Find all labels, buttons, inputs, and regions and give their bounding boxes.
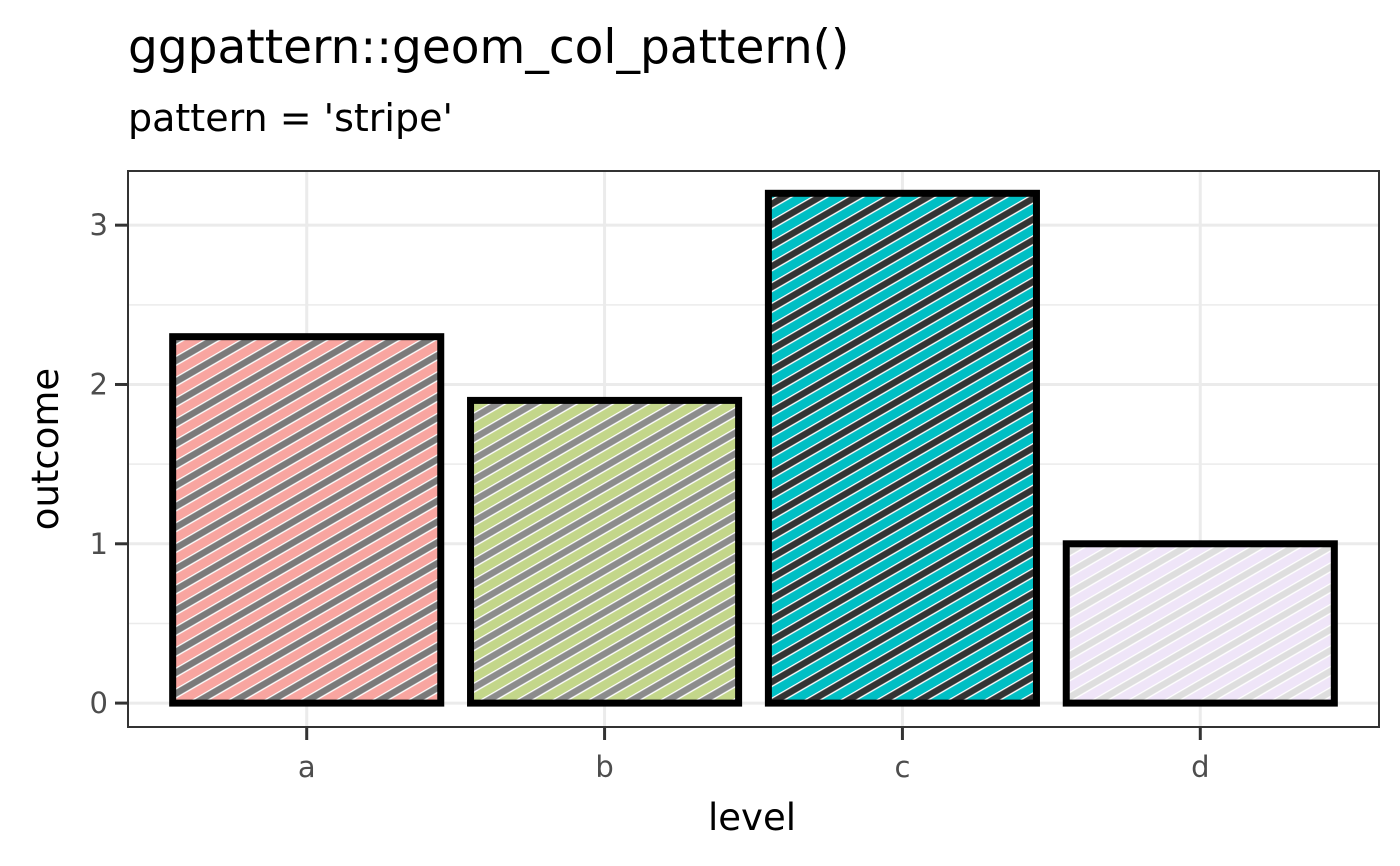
bar-c <box>764 189 1040 707</box>
y-axis-title: outcome <box>24 368 67 530</box>
x-tick-label: d <box>1191 750 1209 784</box>
x-tick-label: b <box>595 750 613 784</box>
chart-title: ggpattern::geom_col_pattern() <box>128 20 850 75</box>
y-tick-label: 1 <box>90 527 108 561</box>
x-tick-label: c <box>894 750 910 784</box>
x-axis-title: level <box>708 796 796 839</box>
axes: 0 1 2 3 a b c d <box>90 208 1210 784</box>
bar-a <box>169 333 445 707</box>
bar-d <box>1062 540 1338 707</box>
y-tick-label: 2 <box>90 367 108 401</box>
chart-subtitle: pattern = 'stripe' <box>128 96 453 140</box>
plot-panel-border <box>127 170 1380 728</box>
y-tick-label: 3 <box>90 208 108 242</box>
y-tick-label: 0 <box>90 686 108 720</box>
bars <box>169 189 1338 707</box>
x-tick-label: a <box>298 750 316 784</box>
bar-b <box>467 396 743 707</box>
